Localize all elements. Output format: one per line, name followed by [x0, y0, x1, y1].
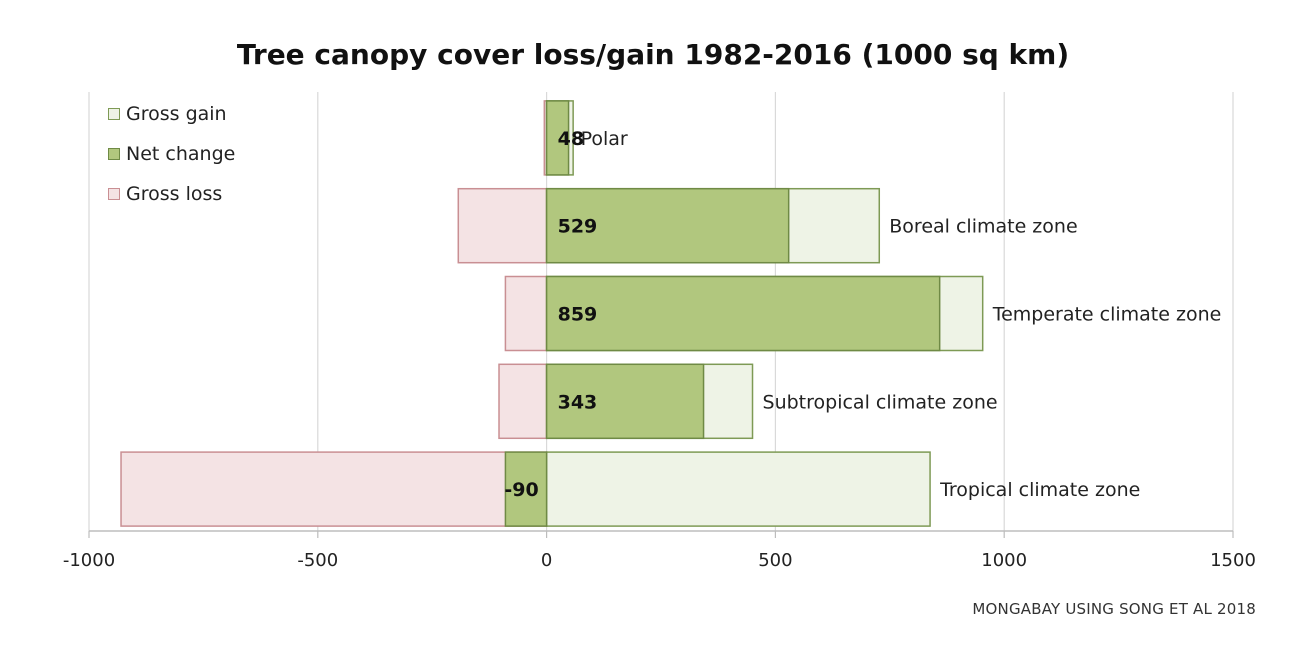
bar-net-change-tropical-climate-zone	[504, 451, 548, 527]
legend-item-gross-gain: Gross gain	[108, 94, 235, 134]
net-value-label-polar: 48	[558, 128, 584, 150]
chart-title: Tree canopy cover loss/gain 1982-2016 (1…	[236, 38, 1070, 71]
bar-gross-loss-boreal-climate-zone	[457, 187, 548, 264]
x-tick-label: -1000	[63, 550, 115, 571]
legend-label-gross-gain: Gross gain	[126, 103, 227, 125]
net-value-label-boreal-climate-zone: 529	[558, 216, 598, 238]
category-label-subtropical-climate-zone: Subtropical climate zone	[763, 391, 998, 413]
x-tick-label: 1500	[1210, 550, 1256, 571]
x-axis: -1000 -500 0 500 1000 1500	[63, 530, 1256, 571]
legend-label-gross-loss: Gross loss	[126, 183, 223, 205]
legend-item-net-change: Net change	[108, 134, 235, 174]
source-note: MONGABAY USING SONG ET AL 2018	[972, 600, 1256, 618]
category-label-boreal-climate-zone: Boreal climate zone	[889, 216, 1077, 238]
category-label-temperate-climate-zone: Temperate climate zone	[992, 304, 1222, 326]
legend-swatch-net-change	[108, 148, 120, 160]
bar-net-change-subtropical-climate-zone	[545, 363, 705, 440]
x-tick-label: 0	[541, 550, 552, 571]
legend-label-net-change: Net change	[126, 143, 236, 165]
legend-swatch-gross-gain	[108, 108, 120, 120]
bar-net-change-temperate-climate-zone	[545, 275, 941, 352]
bar-gross-loss-tropical-climate-zone	[120, 451, 548, 527]
x-tick-label: 500	[758, 550, 792, 571]
category-label-polar: Polar	[581, 128, 628, 150]
bar-gross-loss-subtropical-climate-zone	[498, 363, 548, 440]
bar-net-change-polar	[545, 100, 570, 176]
bar-gross-loss-temperate-climate-zone	[504, 275, 548, 352]
bar-gross-gain-tropical-climate-zone	[545, 451, 931, 527]
net-value-label-subtropical-climate-zone: 343	[558, 391, 598, 413]
legend: Gross gain Net change Gross loss	[108, 94, 235, 214]
x-tick-label: -500	[297, 550, 338, 571]
net-value-label-tropical-climate-zone: -90	[504, 479, 538, 501]
net-value-label-temperate-climate-zone: 859	[558, 304, 598, 326]
category-label-tropical-climate-zone: Tropical climate zone	[939, 479, 1140, 501]
legend-item-gross-loss: Gross loss	[108, 174, 235, 214]
legend-swatch-gross-loss	[108, 188, 120, 200]
bar-net-change-boreal-climate-zone	[545, 187, 790, 264]
x-tick-label: 1000	[981, 550, 1027, 571]
